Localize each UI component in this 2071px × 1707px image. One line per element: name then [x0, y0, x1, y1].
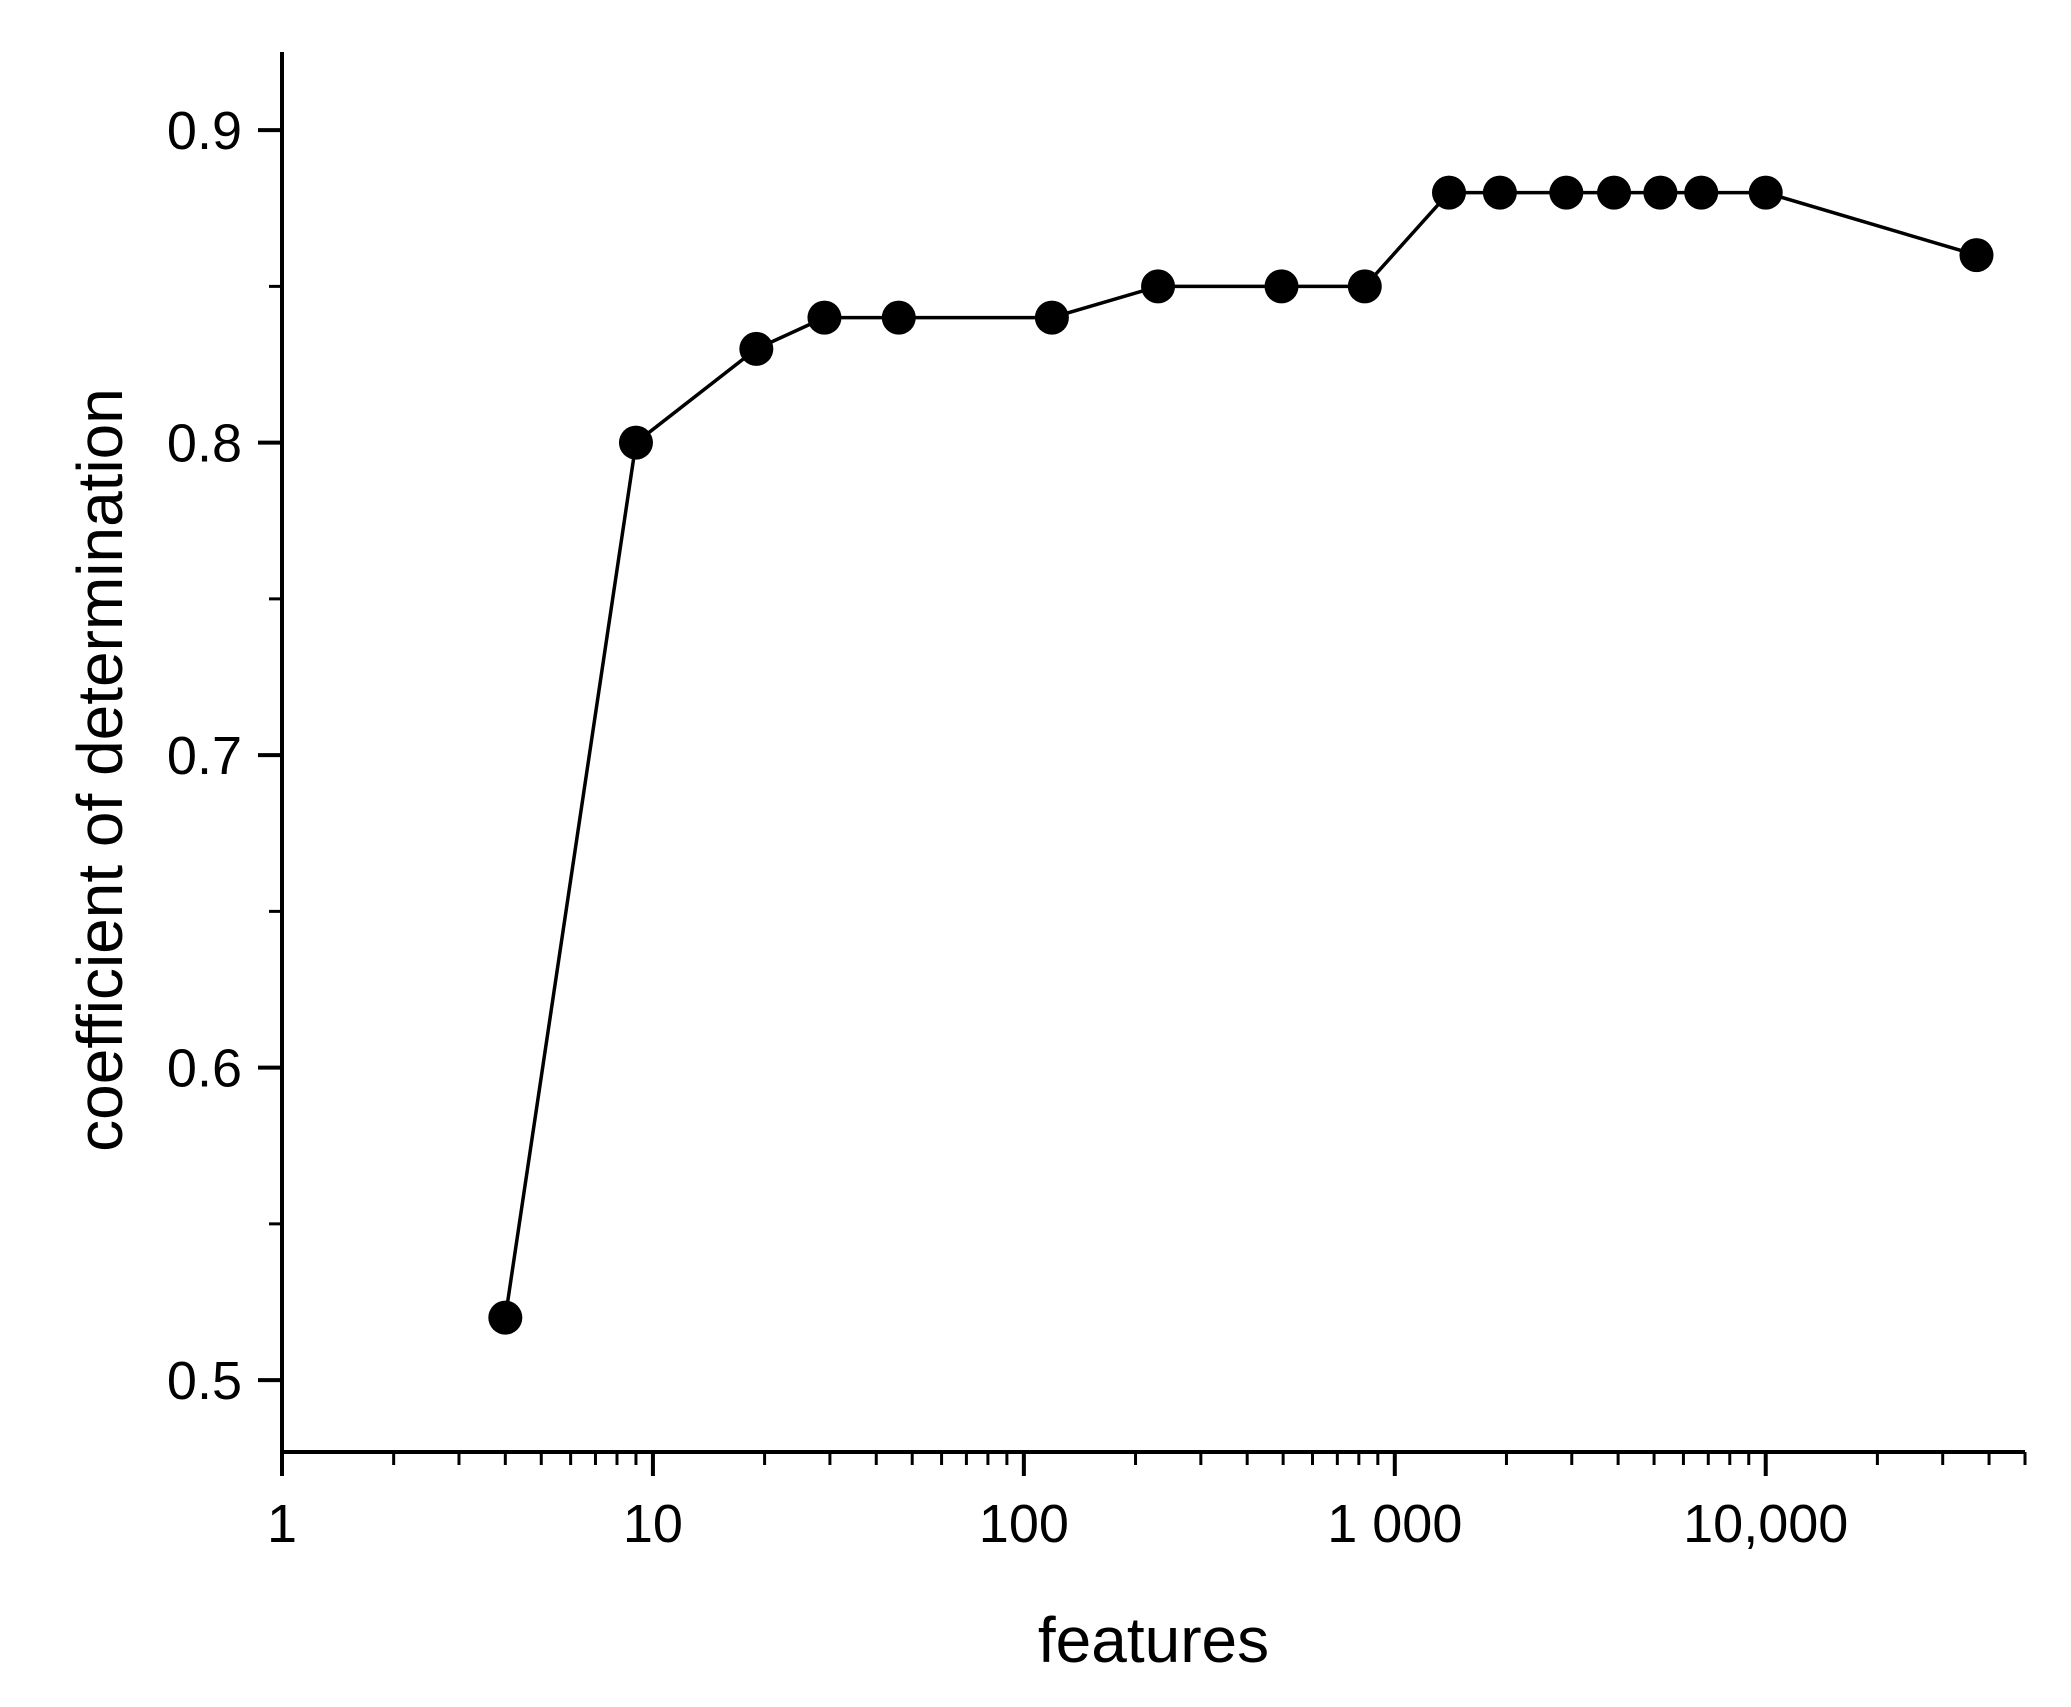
data-points — [488, 175, 1994, 1335]
data-point — [739, 331, 774, 366]
y-tick-label: 0.5 — [167, 1351, 242, 1411]
data-point — [1432, 175, 1467, 210]
y-axis-title: coefficient of determination — [64, 388, 136, 1152]
y-tick-label: 0.7 — [167, 726, 242, 786]
x-tick-label: 1 — [267, 1494, 297, 1554]
data-point — [1959, 238, 1994, 273]
y-tick-label: 0.8 — [167, 414, 242, 474]
series-line — [503, 190, 1977, 1318]
data-point — [488, 1300, 523, 1335]
data-point — [1034, 300, 1069, 335]
axes — [280, 52, 2025, 1454]
data-point — [618, 425, 653, 460]
y-tick-label: 0.9 — [167, 101, 242, 161]
data-series — [503, 190, 1977, 1318]
data-point — [1597, 175, 1632, 210]
data-point — [807, 300, 842, 335]
x-axis-ticks: 1 10 100 1 000 10,000 — [267, 1452, 2027, 1554]
data-point — [1347, 269, 1382, 304]
data-point — [1141, 269, 1176, 304]
x-tick-label: 100 — [979, 1494, 1069, 1554]
y-tick-label: 0.6 — [167, 1039, 242, 1099]
data-point — [1748, 175, 1783, 210]
x-tick-label: 1 000 — [1327, 1494, 1462, 1554]
x-axis-title: features — [1038, 1604, 1269, 1676]
data-point — [1684, 175, 1719, 210]
data-point — [1549, 175, 1584, 210]
data-point — [1482, 175, 1517, 210]
data-point — [1264, 269, 1299, 304]
x-tick-label: 10,000 — [1683, 1494, 1848, 1554]
y-axis-ticks: 0.5 0.6 0.7 0.8 0.9 — [167, 101, 282, 1411]
data-point — [881, 300, 916, 335]
data-point — [1643, 175, 1678, 210]
x-tick-label: 10 — [623, 1494, 683, 1554]
